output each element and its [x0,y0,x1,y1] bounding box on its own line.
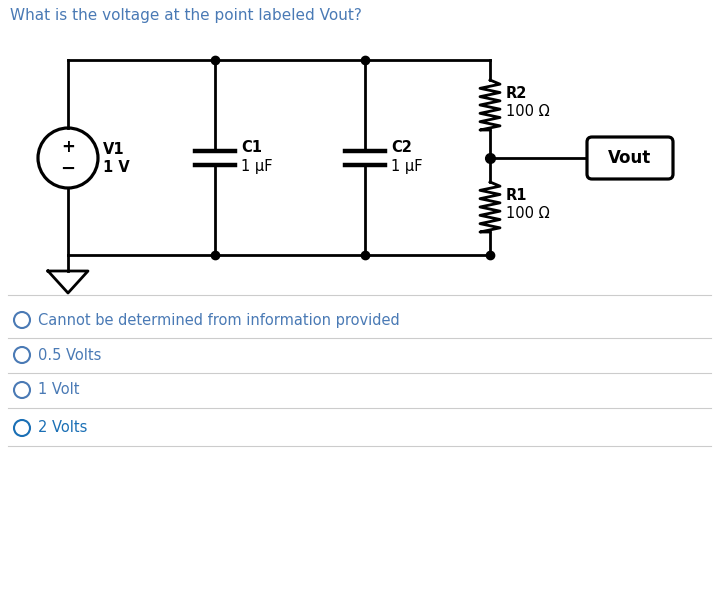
Text: R2: R2 [506,86,527,100]
Polygon shape [596,151,606,165]
Text: 100 Ω: 100 Ω [506,103,549,119]
Text: V1: V1 [103,142,124,156]
Text: −: − [60,160,75,178]
Text: 100 Ω: 100 Ω [506,205,549,221]
Text: 2 Volts: 2 Volts [38,421,88,435]
Text: +: + [61,138,75,156]
Text: 1 Volt: 1 Volt [38,382,80,398]
Text: 0.5 Volts: 0.5 Volts [38,348,101,362]
Text: 1 V: 1 V [103,159,129,175]
Text: What is the voltage at the point labeled Vout?: What is the voltage at the point labeled… [10,8,362,23]
Text: 1 μF: 1 μF [391,159,423,173]
Text: Vout: Vout [608,149,651,167]
Text: 1 μF: 1 μF [241,159,273,173]
FancyBboxPatch shape [587,137,673,179]
Text: C2: C2 [391,140,412,156]
Text: C1: C1 [241,140,262,156]
Text: Cannot be determined from information provided: Cannot be determined from information pr… [38,313,400,327]
Text: R1: R1 [506,188,528,202]
